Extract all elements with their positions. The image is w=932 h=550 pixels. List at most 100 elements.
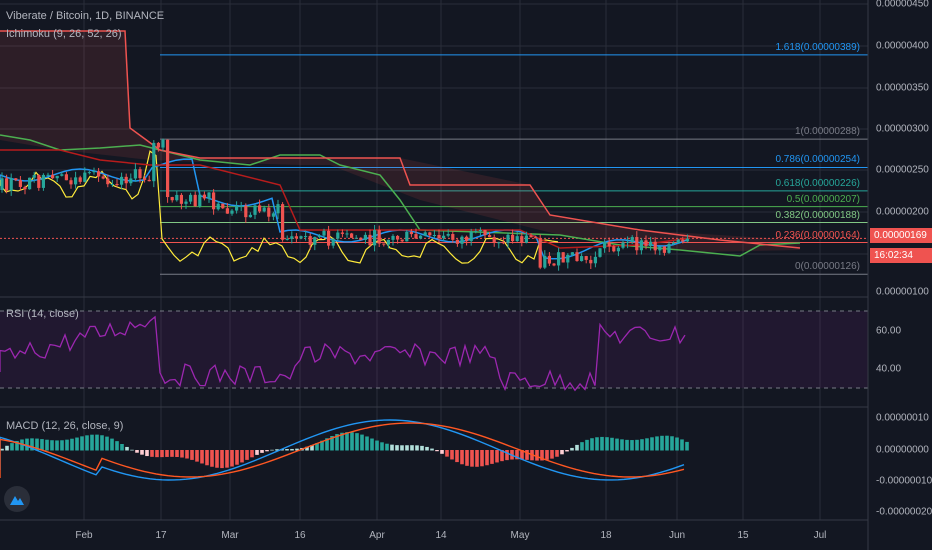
ichimoku-legend[interactable]: Ichimoku (9, 26, 52, 26) <box>6 28 122 40</box>
macd-histogram-bar <box>495 450 499 463</box>
price-pane[interactable] <box>0 30 868 275</box>
candle <box>152 142 156 182</box>
candle <box>547 255 551 264</box>
macd-histogram-bar <box>405 445 409 451</box>
candle <box>469 231 473 242</box>
macd-histogram-bar <box>420 445 424 451</box>
rsi-legend[interactable]: RSI (14, close) <box>6 308 79 320</box>
macd-histogram-bar <box>605 437 609 451</box>
candle <box>317 235 321 238</box>
candle <box>184 201 188 204</box>
candle <box>299 236 303 239</box>
macd-histogram-bar <box>35 438 39 451</box>
candle <box>593 256 597 264</box>
macd-histogram-bar <box>635 439 639 451</box>
candle <box>419 235 423 239</box>
time-tick: Mar <box>221 530 239 541</box>
fibonacci-level-label: 1(0.00000288) <box>794 126 860 138</box>
candle <box>446 234 450 236</box>
macd-histogram-bar <box>340 432 344 451</box>
macd-histogram-bar <box>330 435 334 451</box>
fibonacci-level-label: 0.382(0.00000188) <box>775 209 860 221</box>
candle <box>538 238 542 268</box>
candle <box>115 184 119 186</box>
candle <box>322 230 326 236</box>
macd-histogram-bar <box>645 438 649 451</box>
candle <box>28 177 32 190</box>
chart-title[interactable]: Viberate / Bitcoin, 1D, BINANCE <box>6 10 165 22</box>
candle <box>354 237 358 239</box>
candle <box>584 256 588 260</box>
macd-legend[interactable]: MACD (12, 26, close, 9) <box>6 420 124 432</box>
macd-histogram-bar <box>580 442 584 451</box>
candle <box>386 239 390 245</box>
candle <box>598 248 602 257</box>
rsi-line <box>0 315 686 392</box>
candle <box>460 236 464 244</box>
candle <box>193 194 197 207</box>
macd-histogram-bar <box>560 450 564 455</box>
macd-histogram-bar <box>110 438 114 451</box>
macd-histogram-bar <box>175 450 179 457</box>
candle <box>133 169 137 179</box>
macd-histogram-bar <box>615 438 619 451</box>
macd-histogram-bar <box>25 438 29 451</box>
candle <box>87 172 91 174</box>
macd-histogram-bar <box>105 436 109 451</box>
candle <box>281 204 285 240</box>
candle <box>276 204 280 214</box>
price-axis[interactable]: 0.00000450 0.00000400 0.00000350 0.00000… <box>868 0 932 550</box>
macd-histogram-bar <box>440 450 444 454</box>
macd-histogram-bar <box>345 432 349 451</box>
candle <box>451 234 455 240</box>
macd-histogram-bar <box>660 435 664 451</box>
candle <box>5 178 9 191</box>
macd-histogram-bar <box>325 438 329 451</box>
macd-histogram-bar <box>625 439 629 451</box>
macd-histogram-bar <box>640 439 644 451</box>
macd-tick: -0.00000020 <box>876 506 932 518</box>
macd-histogram-bar <box>160 450 164 458</box>
candle <box>129 178 133 184</box>
time-tick: May <box>510 530 530 541</box>
macd-histogram-bar <box>180 450 184 458</box>
price-tick: 0.00000200 <box>876 206 929 218</box>
macd-histogram-bar <box>350 432 354 451</box>
macd-histogram-bar <box>535 450 539 461</box>
candle <box>267 207 271 217</box>
rsi-pane[interactable] <box>0 310 868 392</box>
candle <box>0 178 4 190</box>
candle <box>46 174 50 176</box>
candle <box>239 205 243 207</box>
time-tick: Feb <box>75 530 93 541</box>
candle <box>437 234 441 239</box>
macd-histogram-bar <box>205 450 209 466</box>
fibonacci-level-label: 0.618(0.00000226) <box>775 177 860 189</box>
candle <box>294 236 298 239</box>
macd-histogram-bar <box>10 443 14 451</box>
tradingview-logo-icon[interactable] <box>4 486 30 512</box>
macd-histogram-bar <box>655 436 659 451</box>
candle <box>51 174 55 179</box>
macd-histogram-bar <box>585 439 589 451</box>
macd-histogram-bar <box>190 450 194 460</box>
macd-histogram-bar <box>480 450 484 467</box>
macd-histogram-bar <box>520 450 524 460</box>
candle <box>676 239 680 243</box>
candle <box>106 178 110 185</box>
time-tick: Apr <box>369 530 385 541</box>
macd-histogram-bar <box>70 438 74 451</box>
candle <box>639 240 643 251</box>
price-tick: 0.00000350 <box>876 82 929 94</box>
macd-histogram-bar <box>210 450 214 467</box>
macd-histogram-bar <box>100 435 104 451</box>
time-tick: Jun <box>668 530 686 541</box>
macd-histogram-bar <box>65 439 69 451</box>
macd-histogram-bar <box>130 449 134 451</box>
macd-pane[interactable] <box>0 419 689 481</box>
candle <box>662 246 666 253</box>
candle <box>179 194 183 204</box>
macd-histogram-bar <box>260 450 264 453</box>
candle <box>534 237 538 239</box>
